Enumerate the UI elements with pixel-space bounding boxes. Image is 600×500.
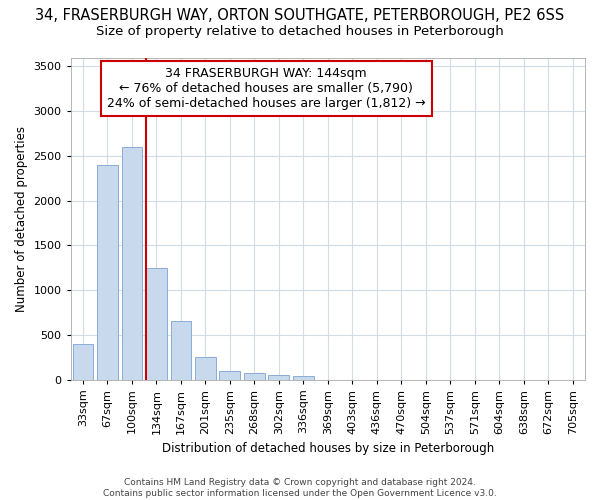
Bar	[73, 344, 94, 380]
Text: Contains HM Land Registry data © Crown copyright and database right 2024.
Contai: Contains HM Land Registry data © Crown c…	[103, 478, 497, 498]
Text: 34 FRASERBURGH WAY: 144sqm
← 76% of detached houses are smaller (5,790)
24% of s: 34 FRASERBURGH WAY: 144sqm ← 76% of deta…	[107, 67, 425, 110]
Bar	[122, 147, 142, 380]
Bar	[220, 370, 241, 380]
Bar	[146, 268, 167, 380]
Text: 34, FRASERBURGH WAY, ORTON SOUTHGATE, PETERBOROUGH, PE2 6SS: 34, FRASERBURGH WAY, ORTON SOUTHGATE, PE…	[35, 8, 565, 22]
Bar	[268, 374, 289, 380]
X-axis label: Distribution of detached houses by size in Peterborough: Distribution of detached houses by size …	[162, 442, 494, 455]
Bar	[244, 374, 265, 380]
Bar	[293, 376, 314, 380]
Y-axis label: Number of detached properties: Number of detached properties	[15, 126, 28, 312]
Text: Size of property relative to detached houses in Peterborough: Size of property relative to detached ho…	[96, 25, 504, 38]
Bar	[170, 322, 191, 380]
Bar	[195, 358, 216, 380]
Bar	[97, 165, 118, 380]
